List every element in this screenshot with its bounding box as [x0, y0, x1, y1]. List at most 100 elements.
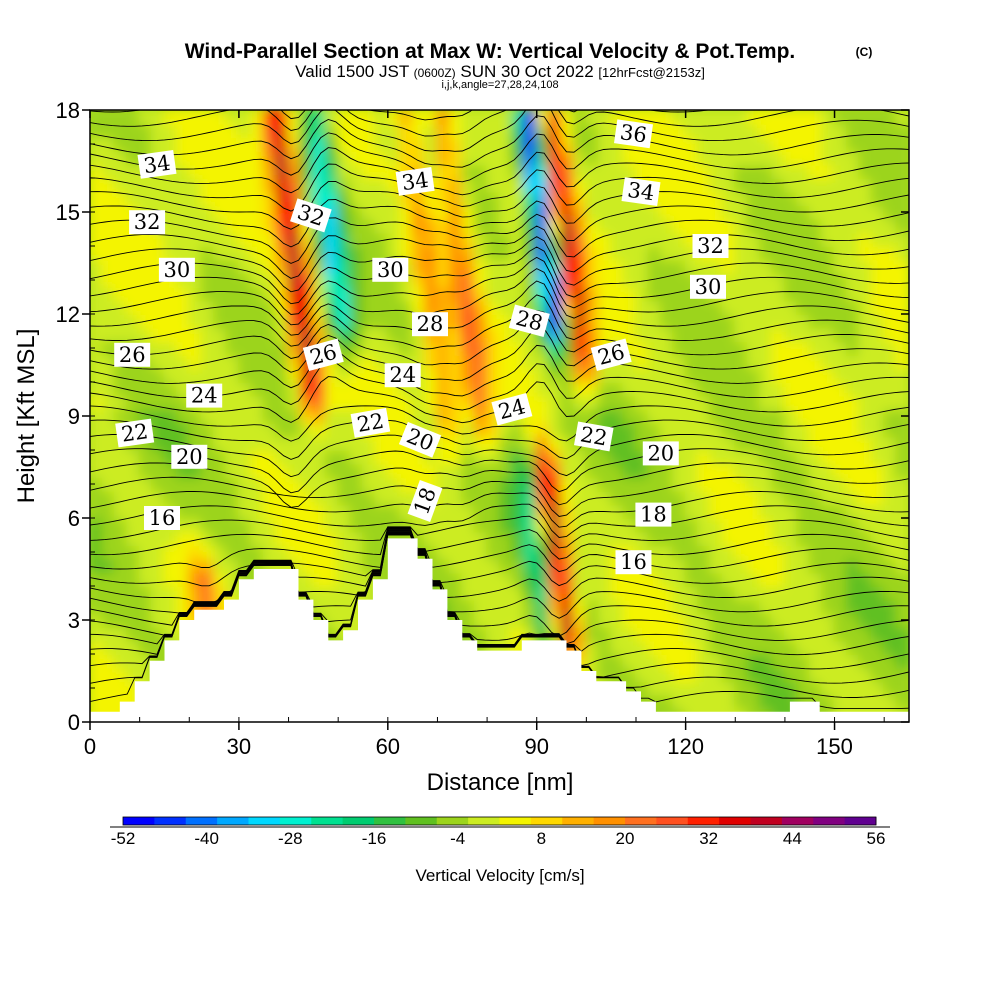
field-cell [126, 245, 141, 261]
field-cell [163, 585, 178, 601]
field-cell [647, 163, 662, 179]
field-cell [821, 435, 836, 451]
field-cell [411, 231, 427, 247]
field-cell [200, 149, 216, 166]
field-cell [126, 381, 141, 397]
field-cell [151, 353, 166, 370]
field-cell [113, 231, 129, 247]
field-cell [548, 503, 563, 519]
field-cell [883, 204, 898, 220]
field-cell [548, 449, 563, 465]
field-cell [746, 612, 762, 628]
field-cell [721, 110, 737, 125]
field-cell [721, 353, 737, 370]
field-cell [175, 122, 191, 139]
field-cell [101, 204, 116, 220]
field-cell [163, 476, 178, 492]
field-cell [684, 653, 700, 669]
field-cell [275, 204, 290, 220]
field-cell [486, 530, 501, 547]
field-cell [548, 110, 563, 125]
field-cell [250, 476, 265, 492]
field-cell [858, 625, 873, 642]
field-cell [883, 340, 898, 356]
field-cell [585, 489, 600, 506]
field-cell [759, 110, 774, 125]
field-cell [734, 557, 749, 574]
theta-label-box [302, 338, 344, 372]
colorbar-swatch [405, 817, 438, 825]
field-cell [461, 517, 476, 533]
field-cell [883, 149, 898, 166]
field-cell [684, 177, 700, 193]
field-cell [746, 326, 762, 343]
field-cell [572, 177, 588, 193]
field-cell [213, 272, 228, 288]
field-cell [672, 666, 687, 683]
theta-contour-line [90, 236, 909, 293]
field-cell [697, 571, 712, 587]
field-cell [250, 517, 265, 533]
field-cell [572, 163, 588, 179]
field-cell [461, 340, 476, 356]
field-cell [845, 285, 861, 302]
field-cell [635, 653, 650, 669]
field-cell [684, 585, 700, 601]
field-cell [337, 136, 352, 152]
field-cell [299, 163, 315, 179]
field-cell [461, 272, 476, 288]
field-cell [697, 381, 712, 397]
field-cell [672, 353, 687, 370]
field-cell [895, 353, 909, 370]
field-cell [188, 489, 203, 506]
field-cell [448, 272, 464, 288]
field-cell [845, 489, 861, 506]
theta-label-text: 34 [626, 178, 656, 205]
field-cell [585, 381, 600, 397]
field-cell [374, 326, 389, 343]
field-cell [399, 149, 414, 166]
field-cell [808, 245, 824, 261]
field-cell [498, 299, 513, 315]
field-cell [535, 517, 551, 533]
field-cell [858, 462, 873, 479]
field-cell [113, 666, 129, 683]
field-cell [399, 449, 414, 465]
field-cell [610, 476, 625, 492]
field-cell [324, 530, 340, 547]
field-cell [163, 394, 178, 411]
field-cell [821, 503, 836, 519]
field-cell [821, 353, 836, 370]
field-cell [349, 177, 364, 193]
field-cell [188, 353, 203, 370]
field-cell [237, 544, 253, 560]
field-cell [225, 190, 240, 207]
field-cell [721, 299, 737, 315]
field-cell [510, 177, 526, 193]
field-cell [734, 530, 749, 547]
field-cell [535, 204, 551, 220]
field-cell [275, 190, 290, 207]
field-cell [759, 585, 774, 601]
field-cell [262, 217, 278, 234]
field-cell [250, 340, 265, 356]
field-cell [225, 272, 240, 288]
field-cell [510, 149, 526, 166]
field-cell [237, 285, 253, 302]
field-cell [250, 326, 265, 343]
field-cell [548, 585, 563, 601]
field-cell [684, 476, 700, 492]
field-cell [337, 571, 352, 587]
field-cell [90, 625, 104, 642]
field-cell [138, 666, 154, 683]
field-cell [225, 462, 240, 479]
field-cell [572, 408, 588, 424]
field-cell [213, 408, 228, 424]
field-cell [337, 421, 352, 438]
field-cell [858, 449, 873, 465]
field-cell [858, 217, 873, 234]
field-cell [721, 476, 737, 492]
field-cell [759, 557, 774, 574]
field-cell [262, 353, 278, 370]
field-cell [709, 598, 724, 615]
